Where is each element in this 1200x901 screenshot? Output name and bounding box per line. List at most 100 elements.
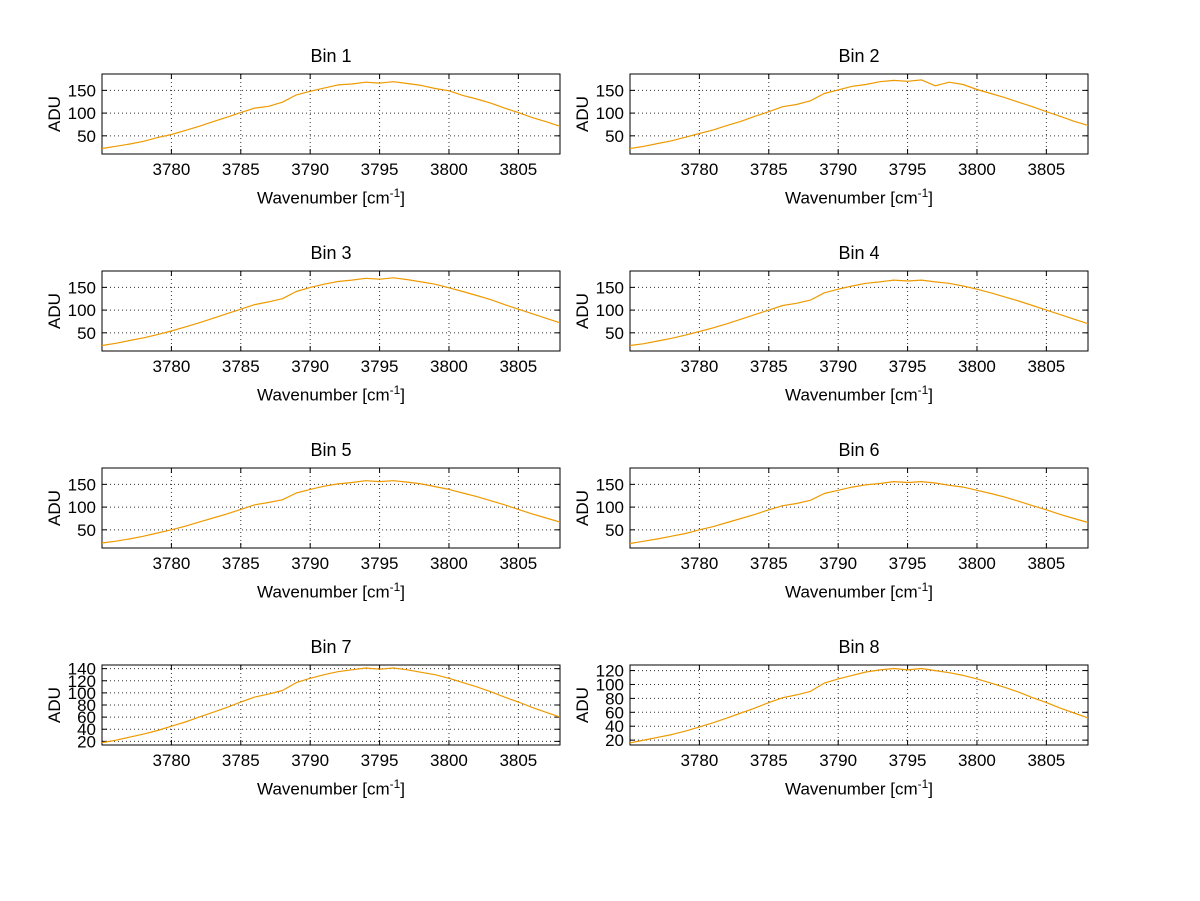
svg-text:3805: 3805 xyxy=(1027,160,1065,179)
x-axis-label: Wavenumber [cm-1] xyxy=(257,777,405,799)
svg-text:3795: 3795 xyxy=(889,357,927,376)
svg-text:100: 100 xyxy=(596,104,624,123)
svg-text:3790: 3790 xyxy=(291,160,329,179)
svg-text:3800: 3800 xyxy=(430,554,468,573)
svg-text:3805: 3805 xyxy=(499,160,537,179)
gridlines xyxy=(102,74,560,154)
xlabel-superscript: -1 xyxy=(917,777,929,791)
svg-text:140: 140 xyxy=(68,661,96,679)
svg-text:3800: 3800 xyxy=(430,751,468,770)
gridlines xyxy=(630,74,1088,154)
svg-text:20: 20 xyxy=(605,731,624,750)
svg-text:3785: 3785 xyxy=(222,160,260,179)
y-axis-label: ADU xyxy=(573,687,592,723)
tick-labels: 3780 3785 3790 3795 3800 3805 2040608010012014… xyxy=(68,661,560,770)
subplot-bin-6: Bin 6 ADU 3780 3785 3790 3795 3800 3805 50 100 1… xyxy=(570,438,1090,606)
svg-text:3790: 3790 xyxy=(291,357,329,376)
svg-text:3795: 3795 xyxy=(889,554,927,573)
svg-text:3790: 3790 xyxy=(819,751,857,770)
svg-text:3780: 3780 xyxy=(152,554,190,573)
gridlines xyxy=(630,468,1088,548)
plot-area: 3780 3785 3790 3795 3800 3805 50 100 150 xyxy=(596,467,1089,573)
svg-text:120: 120 xyxy=(596,662,624,681)
series-line xyxy=(101,480,561,544)
series-line xyxy=(101,277,561,347)
xlabel-superscript: -1 xyxy=(917,383,929,397)
series-line xyxy=(629,481,1089,545)
svg-text:3800: 3800 xyxy=(430,357,468,376)
tick-labels: 3780 3785 3790 3795 3800 3805 50 100 150 xyxy=(596,468,1088,573)
svg-text:50: 50 xyxy=(605,324,624,343)
svg-text:80: 80 xyxy=(605,689,624,708)
svg-text:3780: 3780 xyxy=(680,554,718,573)
svg-text:150: 150 xyxy=(596,81,624,100)
svg-text:3790: 3790 xyxy=(819,160,857,179)
tick-labels: 3780 3785 3790 3795 3800 3805 50 100 150 xyxy=(596,74,1088,179)
svg-text:3805: 3805 xyxy=(1027,751,1065,770)
x-axis-label: Wavenumber [cm-1] xyxy=(785,580,933,602)
gridlines xyxy=(102,271,560,351)
xlabel-superscript: -1 xyxy=(917,186,929,200)
svg-text:60: 60 xyxy=(77,708,96,727)
svg-text:3800: 3800 xyxy=(958,554,996,573)
svg-text:3785: 3785 xyxy=(750,160,788,179)
subplot-title: Bin 7 xyxy=(310,637,352,657)
gridlines xyxy=(102,468,560,548)
gridlines xyxy=(630,271,1088,351)
svg-text:50: 50 xyxy=(77,127,96,146)
svg-text:3785: 3785 xyxy=(222,357,260,376)
axes-box xyxy=(101,467,561,549)
svg-text:3805: 3805 xyxy=(499,554,537,573)
svg-text:150: 150 xyxy=(68,81,96,100)
svg-text:100: 100 xyxy=(596,301,624,320)
axes-box xyxy=(629,73,1089,155)
svg-text:3805: 3805 xyxy=(1027,357,1065,376)
tick-labels: 3780 3785 3790 3795 3800 3805 50 100 150 xyxy=(68,271,560,376)
tick-labels: 3780 3785 3790 3795 3800 3805 50 100 150 xyxy=(596,271,1088,376)
plot-area: 3780 3785 3790 3795 3800 3805 50 100 150 xyxy=(596,270,1089,376)
x-axis-label: Wavenumber [cm-1] xyxy=(257,580,405,602)
svg-text:150: 150 xyxy=(596,278,624,297)
series-line xyxy=(101,667,561,744)
svg-text:3785: 3785 xyxy=(750,357,788,376)
svg-text:120: 120 xyxy=(68,672,96,691)
y-axis-label: ADU xyxy=(573,293,592,329)
subplot-title: Bin 5 xyxy=(310,440,352,460)
svg-text:3780: 3780 xyxy=(680,751,718,770)
svg-text:3795: 3795 xyxy=(889,751,927,770)
subplot-title: Bin 3 xyxy=(310,243,352,263)
svg-text:150: 150 xyxy=(596,475,624,494)
subplot-title: Bin 1 xyxy=(310,46,352,66)
svg-text:3790: 3790 xyxy=(291,554,329,573)
svg-text:3805: 3805 xyxy=(1027,554,1065,573)
axes-box xyxy=(629,467,1089,549)
svg-text:3785: 3785 xyxy=(222,751,260,770)
svg-text:3805: 3805 xyxy=(499,357,537,376)
svg-text:3780: 3780 xyxy=(152,357,190,376)
y-axis-label: ADU xyxy=(45,490,64,526)
svg-text:50: 50 xyxy=(77,324,96,343)
plot-area: 3780 3785 3790 3795 3800 3805 2040608010012014… xyxy=(68,661,561,770)
plot-area: 3780 3785 3790 3795 3800 3805 50 100 150 xyxy=(68,73,561,179)
svg-text:3785: 3785 xyxy=(750,751,788,770)
xlabel-superscript: -1 xyxy=(389,777,401,791)
svg-text:100: 100 xyxy=(68,301,96,320)
svg-text:40: 40 xyxy=(77,720,96,739)
x-axis-label: Wavenumber [cm-1] xyxy=(257,383,405,405)
svg-text:3780: 3780 xyxy=(152,160,190,179)
svg-text:100: 100 xyxy=(68,104,96,123)
xlabel-superscript: -1 xyxy=(389,383,401,397)
subplot-title: Bin 4 xyxy=(838,243,880,263)
subplot-bin-3: Bin 3 ADU 3780 3785 3790 3795 3800 3805 50 100 1… xyxy=(42,241,562,409)
svg-text:3785: 3785 xyxy=(222,554,260,573)
svg-text:150: 150 xyxy=(68,475,96,494)
svg-text:3800: 3800 xyxy=(958,751,996,770)
y-axis-label: ADU xyxy=(45,293,64,329)
subplot-bin-8: Bin 8 ADU 3780 3785 3790 3795 3800 3805 20 40 60… xyxy=(570,635,1090,803)
x-axis-label: Wavenumber [cm-1] xyxy=(785,777,933,799)
gridlines xyxy=(102,665,560,745)
xlabel-superscript: -1 xyxy=(389,580,401,594)
